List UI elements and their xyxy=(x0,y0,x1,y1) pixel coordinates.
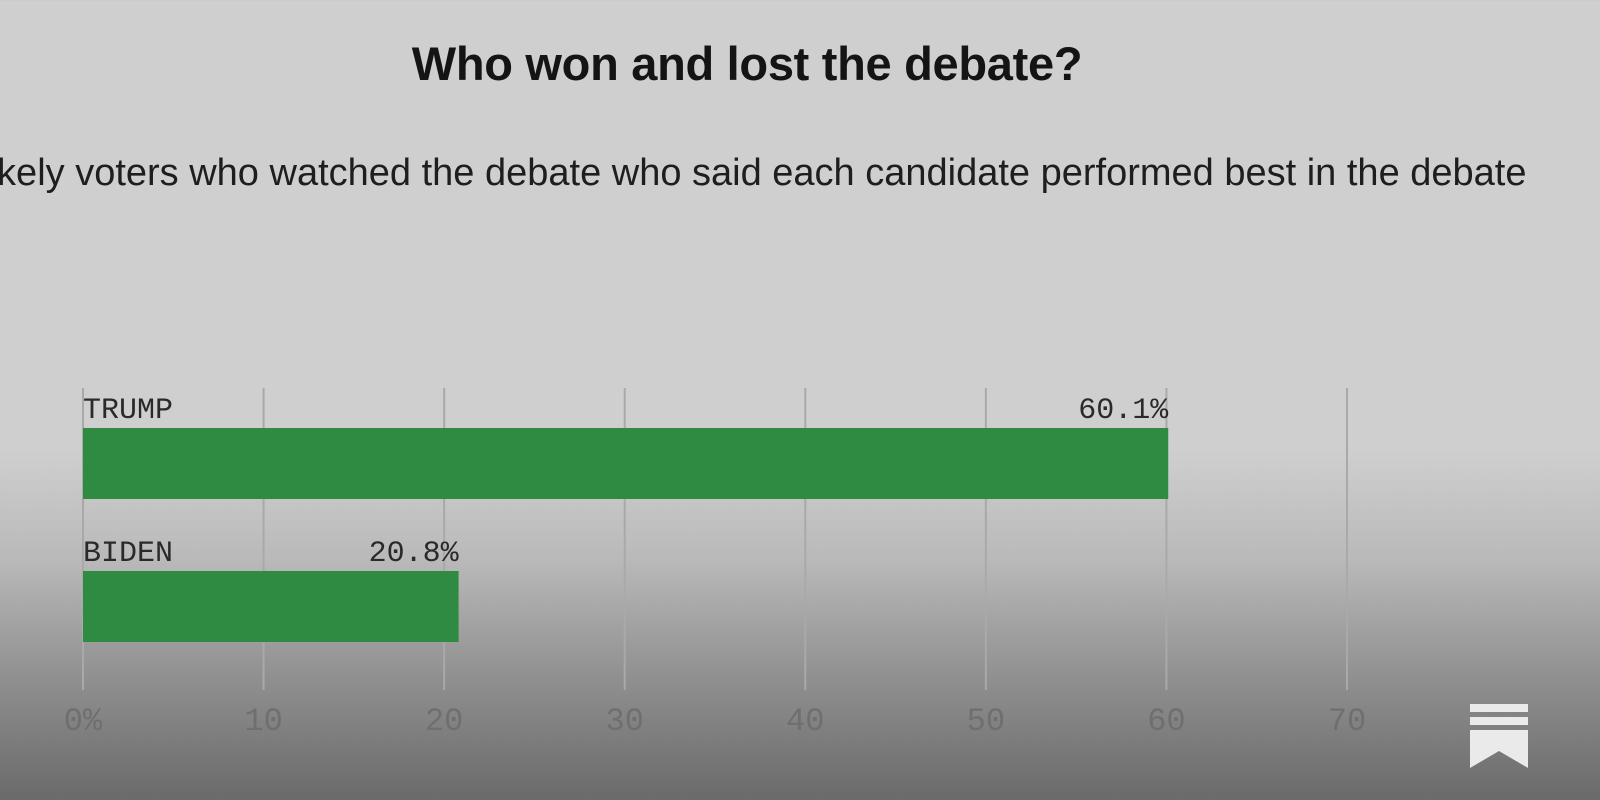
x-tick-label: 50 xyxy=(967,703,1005,740)
x-tick-label: 10 xyxy=(244,703,282,740)
x-tick-label: 70 xyxy=(1328,703,1366,740)
x-tick-label: 40 xyxy=(786,703,824,740)
category-label: TRUMP xyxy=(83,394,173,428)
value-label: 20.8% xyxy=(369,537,460,571)
bar-trump xyxy=(83,428,1169,499)
x-tick-label: 0% xyxy=(64,703,103,740)
category-label: BIDEN xyxy=(83,537,173,571)
chart-subtitle: Likely voters who watched the debate who… xyxy=(0,152,1527,194)
x-tick-label: 20 xyxy=(425,703,463,740)
chart-title: Who won and lost the debate? xyxy=(411,37,1083,90)
bar-biden xyxy=(83,571,459,642)
x-tick-label: 60 xyxy=(1147,703,1185,740)
bookmark-logo-icon xyxy=(1470,704,1528,768)
x-tick-label: 30 xyxy=(606,703,644,740)
value-label: 60.1% xyxy=(1078,394,1169,428)
